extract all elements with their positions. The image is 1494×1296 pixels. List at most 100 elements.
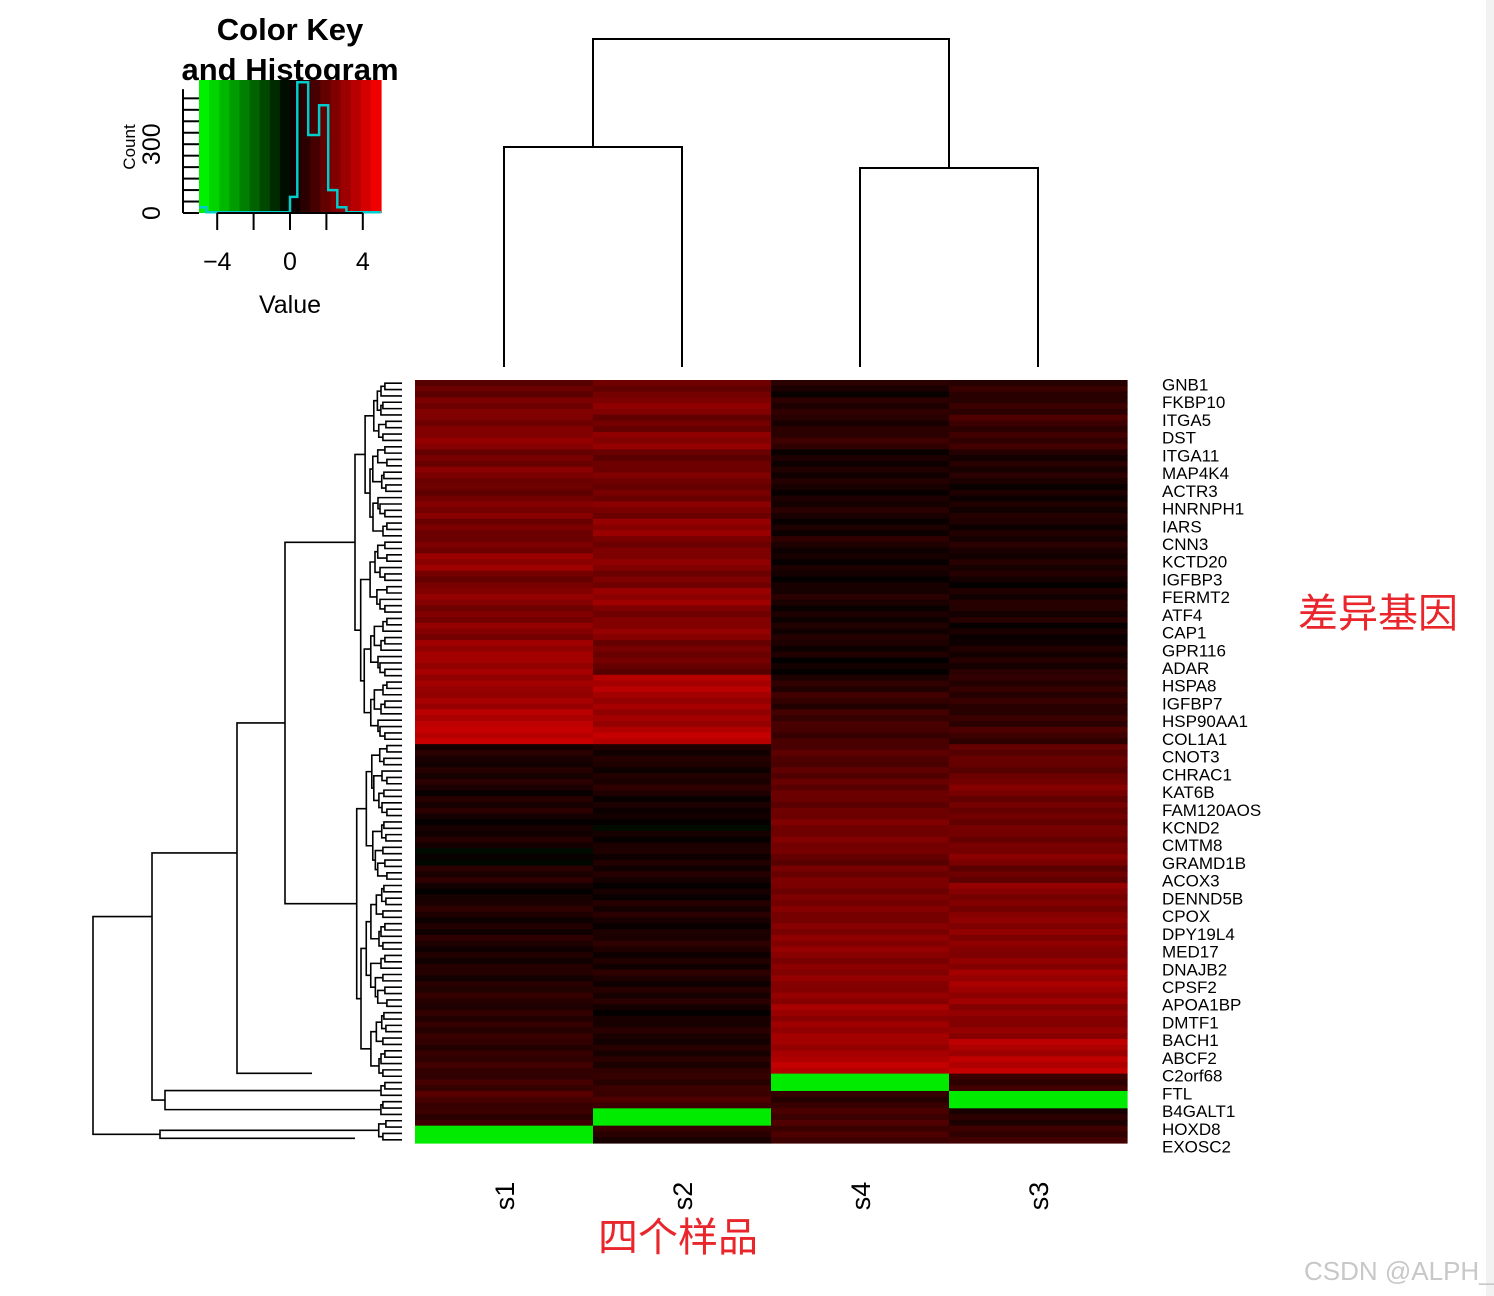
row-label: KAT6B [1162,783,1215,802]
heatmap-cell [593,611,772,618]
row-dendro-link [386,585,402,594]
heatmap-cell [415,484,594,491]
heatmap-cell [771,570,950,578]
row-dendro-link [385,420,402,429]
heatmap-cell [771,460,950,468]
row-dendro-link [381,770,402,782]
heatmap-cell [415,489,594,497]
heatmap-cell [949,385,1128,393]
heatmap-cell [593,744,772,751]
row-dendro-link [384,700,402,709]
row-label: DENND5B [1162,889,1243,908]
heatmap-cell [415,437,594,445]
row-dendro-link [384,573,402,582]
heatmap-cell [949,848,1128,855]
heatmap-cell [593,570,772,578]
heatmap-cell [949,640,1128,647]
heatmap-cell [593,882,772,890]
heatmap-cell [771,963,950,971]
heatmap-cell [593,501,772,508]
heatmap-cell [949,524,1128,531]
heatmap-cell [593,582,772,589]
heatmap-cell [593,732,772,739]
heatmap-cell [593,738,772,745]
heatmap-cell [771,512,950,520]
row-dendro-link [374,976,383,998]
heatmap-cell [593,871,772,878]
heatmap-cell [771,871,950,878]
heatmap-cell [771,906,950,913]
heatmap-cell [949,778,1128,786]
heatmap-cell [949,657,1128,664]
heatmap-cell [415,466,594,474]
heatmap-cell [949,801,1128,809]
heatmap-cell [771,784,950,792]
heatmap-cell [593,640,772,647]
row-dendro-link [379,503,402,515]
heatmap-cell [415,443,594,450]
heatmap-cell [415,1085,594,1092]
heatmap-cell [771,426,950,433]
heatmap-cell [593,622,772,630]
heatmap-cell [593,489,772,497]
heatmap-cell [771,1044,950,1052]
heatmap-cell [771,680,950,687]
heatmap-cell [415,969,594,976]
heatmap-cell [593,385,772,393]
heatmap-cell [949,489,1128,497]
row-label: EXOSC2 [1162,1137,1231,1156]
heatmap-cell [771,986,950,994]
heatmap-cell [593,1108,772,1115]
heatmap-cell [415,588,594,595]
row-dendro-link [384,541,402,550]
heatmap-cell [415,1073,594,1081]
heatmap-cell [771,1056,950,1063]
heatmap-cell [949,761,1128,768]
heatmap-cell [771,1073,950,1081]
heatmap-cell [593,536,772,543]
heatmap-cell [771,998,950,1005]
heatmap-cell [593,437,772,445]
heatmap-cell [593,1073,772,1081]
row-dendro-link [382,525,402,537]
heatmap-cell [415,738,594,745]
heatmap-cell [593,842,772,849]
heatmap-cell [593,518,772,526]
heatmap-cell [771,628,950,635]
heatmap-cell [771,830,950,838]
row-label: IARS [1162,517,1202,536]
row-label: DPY19L4 [1162,925,1235,944]
heatmap-cell [771,640,950,647]
heatmap-cell [949,1108,1128,1115]
heatmap-cell [593,946,772,953]
heatmap-cell [771,385,950,393]
key-color-band [310,80,321,213]
heatmap-cell [593,1085,772,1092]
heatmap-cell [593,958,772,965]
row-label: IGFBP3 [1162,570,1222,589]
heatmap-cell [593,784,772,792]
heatmap-cell [593,1027,772,1034]
heatmap-cell [771,536,950,543]
heatmap-cell [949,432,1128,439]
heatmap-cell [771,923,950,930]
heatmap-cell [415,975,594,982]
heatmap-cell [949,420,1128,427]
heatmap-cell [949,830,1128,838]
row-dendro-link [164,1089,381,1111]
heatmap-cell [771,1050,950,1057]
heatmap-cell [415,1062,594,1069]
heatmap-cell [415,1125,594,1133]
heatmap-cell [415,1044,594,1052]
heatmap-cell [771,553,950,560]
heatmap-cell [771,1108,950,1115]
heatmap-cell [771,709,950,716]
heatmap-cell [771,414,950,422]
heatmap-cell [771,1131,950,1138]
heatmap-cell [949,853,1128,861]
heatmap-cell [949,686,1128,693]
heatmap-cell [949,998,1128,1005]
color-key-axes: 0 300 −4 0 4 [138,89,370,276]
row-label: ACTR3 [1162,482,1218,501]
heatmap-cell [949,917,1128,924]
